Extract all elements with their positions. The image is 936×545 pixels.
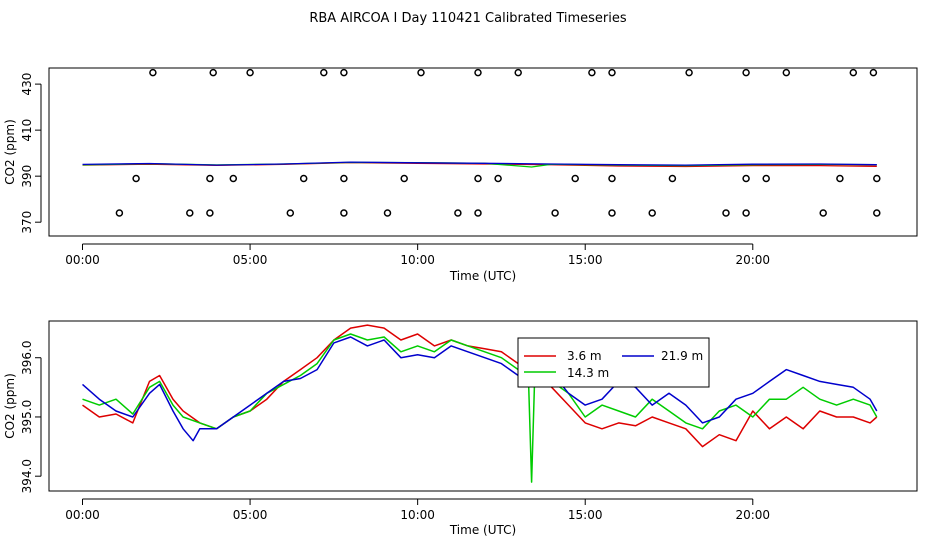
top-x-tick-label: 05:00 [233, 253, 268, 267]
top-marker-high [869, 68, 878, 77]
top-marker-high [782, 68, 791, 77]
bottom-y-axis-label: CO2 (ppm) [3, 373, 17, 439]
bottom-x-tick-label: 15:00 [568, 508, 603, 522]
top-marker-mid [836, 174, 844, 183]
bottom-panel: 00:00 05:00 10:00 15:00 20:00 394.0 395.0 396.… [3, 320, 918, 537]
bottom-y-axis: 394.0 395.0 396.0 [20, 341, 42, 493]
top-marker-mid [400, 174, 408, 183]
top-marker-high [209, 68, 217, 77]
top-marker-high [246, 68, 254, 77]
top-marker-low [206, 209, 214, 217]
top-marker-low [742, 209, 750, 217]
top-marker-mid [206, 174, 214, 183]
bottom-x-axis: 00:00 05:00 10:00 15:00 20:00 [65, 498, 770, 522]
top-y-tick-label: 390 [20, 165, 34, 188]
top-y-tick-label: 370 [20, 211, 34, 234]
top-marker-high [340, 68, 348, 77]
top-marker-low [551, 209, 559, 217]
top-x-tick-label: 00:00 [65, 253, 100, 267]
top-marker-low [454, 209, 462, 217]
bottom-y-tick-label: 394.0 [20, 459, 34, 493]
top-marker-low [115, 209, 124, 217]
bottom-data-layer [82, 324, 878, 483]
top-marker-mid [668, 174, 677, 183]
top-y-axis-label: CO2 (ppm) [3, 119, 17, 185]
top-marker-mid [299, 174, 308, 183]
bottom-x-tick-label: 10:00 [400, 508, 435, 522]
top-panel: 00:00 05:00 10:00 15:00 20:00 370 390 410 430 T… [3, 67, 918, 283]
legend: 3.6 m 21.9 m 14.3 m [517, 337, 710, 388]
top-marker-high [608, 68, 616, 77]
top-x-tick-label: 20:00 [735, 253, 770, 267]
top-marker-low [722, 209, 730, 217]
legend-label-green: 14.3 m [567, 366, 609, 380]
top-marker-mid [132, 174, 140, 183]
top-marker-low [474, 209, 482, 217]
top-marker-high [149, 68, 157, 77]
top-marker-high [588, 68, 596, 77]
bottom-x-tick-label: 20:00 [735, 508, 770, 522]
top-marker-high [320, 68, 328, 77]
top-marker-low [340, 209, 348, 217]
top-marker-high [742, 68, 750, 77]
top-plot-frame [48, 67, 918, 237]
top-marker-low [648, 209, 656, 217]
bottom-series-line-blue [82, 336, 878, 442]
top-marker-low [286, 209, 295, 217]
top-marker-low [608, 209, 616, 217]
bottom-x-tick-label: 00:00 [65, 508, 100, 522]
top-marker-mid [873, 174, 881, 183]
top-y-tick-label: 430 [20, 73, 34, 96]
top-series-line-blue [82, 161, 877, 166]
top-marker-mid [571, 174, 579, 183]
top-marker-mid [474, 174, 482, 183]
top-x-tick-label: 10:00 [400, 253, 435, 267]
top-marker-high [417, 68, 425, 77]
top-marker-mid [742, 174, 750, 183]
top-y-tick-label: 410 [20, 119, 34, 142]
top-marker-low [873, 209, 881, 217]
top-marker-mid [229, 174, 238, 183]
top-x-axis-label: Time (UTC) [449, 269, 516, 283]
top-marker-mid [762, 174, 770, 183]
top-marker-low [186, 209, 194, 217]
top-marker-high [849, 68, 858, 77]
top-marker-mid [494, 174, 502, 183]
top-marker-mid [608, 174, 616, 183]
top-marker-mid [340, 174, 348, 183]
bottom-y-tick-label: 396.0 [20, 341, 34, 375]
top-marker-high [685, 68, 693, 77]
bottom-x-tick-label: 05:00 [233, 508, 268, 522]
top-marker-high [474, 68, 482, 77]
bottom-x-axis-label: Time (UTC) [449, 523, 516, 537]
legend-label-blue: 21.9 m [661, 349, 703, 363]
bottom-plot-frame [48, 320, 918, 492]
legend-box [517, 337, 710, 388]
top-marker-low [383, 209, 392, 217]
chart-title: RBA AIRCOA I Day 110421 Calibrated Times… [309, 11, 627, 26]
top-marker-high [514, 68, 522, 77]
bottom-series-line-green [82, 333, 878, 483]
top-marker-low [819, 209, 827, 217]
legend-label-red: 3.6 m [567, 349, 602, 363]
top-data-layer [82, 68, 881, 217]
bottom-y-tick-label: 395.0 [20, 400, 34, 434]
top-y-axis: 370 390 410 430 [20, 73, 42, 234]
top-x-axis: 00:00 05:00 10:00 15:00 20:00 [65, 243, 770, 267]
top-x-tick-label: 15:00 [568, 253, 603, 267]
